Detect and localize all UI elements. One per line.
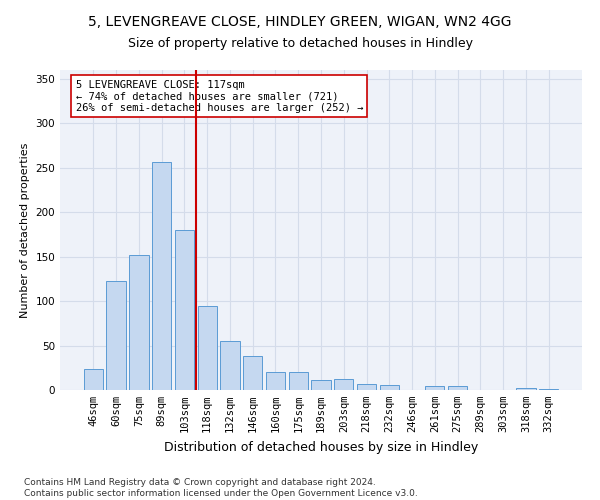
Bar [448, 386, 467, 390]
Bar [129, 255, 149, 390]
Y-axis label: Number of detached properties: Number of detached properties [20, 142, 30, 318]
Bar [175, 230, 194, 390]
X-axis label: Distribution of detached houses by size in Hindley: Distribution of detached houses by size … [164, 440, 478, 454]
Text: Contains HM Land Registry data © Crown copyright and database right 2024.
Contai: Contains HM Land Registry data © Crown c… [24, 478, 418, 498]
Bar [152, 162, 172, 390]
Text: 5 LEVENGREAVE CLOSE: 117sqm
← 74% of detached houses are smaller (721)
26% of se: 5 LEVENGREAVE CLOSE: 117sqm ← 74% of det… [76, 80, 363, 113]
Bar [380, 384, 399, 390]
Text: 5, LEVENGREAVE CLOSE, HINDLEY GREEN, WIGAN, WN2 4GG: 5, LEVENGREAVE CLOSE, HINDLEY GREEN, WIG… [88, 15, 512, 29]
Bar [266, 372, 285, 390]
Bar [243, 356, 262, 390]
Bar [84, 368, 103, 390]
Bar [106, 280, 126, 390]
Bar [516, 388, 536, 390]
Bar [311, 380, 331, 390]
Bar [220, 341, 239, 390]
Text: Size of property relative to detached houses in Hindley: Size of property relative to detached ho… [128, 38, 473, 51]
Bar [334, 380, 353, 390]
Bar [197, 306, 217, 390]
Bar [539, 389, 558, 390]
Bar [425, 386, 445, 390]
Bar [289, 372, 308, 390]
Bar [357, 384, 376, 390]
